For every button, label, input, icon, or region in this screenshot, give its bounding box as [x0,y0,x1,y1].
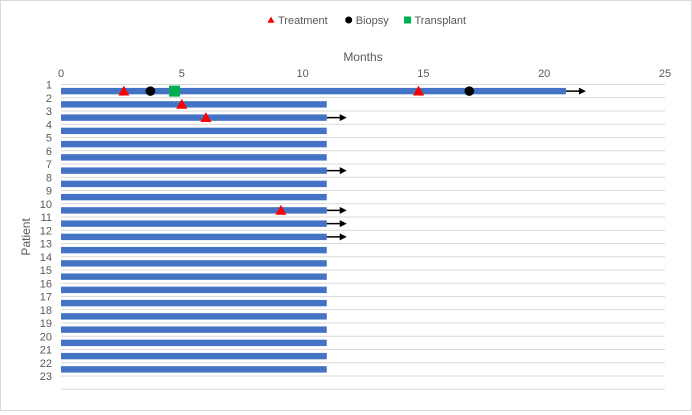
gridlines [61,84,665,390]
transplant-marker [169,85,181,97]
y-tick-label: 11 [41,212,52,224]
ongoing-arrow [326,167,347,175]
x-tick-label: 20 [538,68,550,80]
y-axis-title: Patient [19,218,33,256]
patient-bar [61,101,327,108]
y-tick-label: 1 [46,80,52,92]
ongoing-arrows [326,87,586,241]
patient-bar [61,220,327,227]
y-tick-label: 19 [40,318,52,330]
patient-bar [61,260,327,267]
y-tick-label: 7 [46,159,52,171]
patient-bar [61,140,327,148]
biopsy-marker [464,86,475,96]
treatment-marker [275,204,287,215]
legend-triangle-icon [267,16,275,23]
x-tick-label: 0 [58,68,64,80]
x-axis-title: Months [343,50,382,64]
y-tick-label: 3 [46,106,52,118]
ongoing-arrow [565,87,586,95]
legend: Treatment Biopsy Transplant [267,15,466,27]
patient-bar [61,246,327,254]
biopsy-marker [145,86,156,96]
y-tick-label: 10 [40,199,52,211]
legend-item-biopsy: Biopsy [345,15,389,27]
y-tick-label: 21 [40,345,52,357]
legend-label: Biopsy [356,15,390,27]
y-tick-label: 20 [40,331,52,343]
patient-bar [61,154,327,161]
patient-bar [61,114,327,121]
patient-bar [61,233,327,241]
x-tick-label: 15 [417,68,429,80]
x-tick-label: 25 [659,68,671,80]
y-tick-label: 12 [40,225,52,237]
patient-bar [61,286,327,294]
x-tick-labels: 0 5 10 15 20 25 [58,68,671,80]
ongoing-arrow [326,220,347,228]
y-tick-label: 13 [40,239,52,251]
legend-label: Transplant [415,15,467,27]
legend-square-icon [404,16,411,24]
legend-item-treatment: Treatment [267,15,328,27]
event-markers [118,85,475,215]
y-tick-label: 8 [46,172,52,184]
patient-bar [61,127,327,135]
treatment-marker [176,98,188,109]
patient-bar [61,366,327,373]
y-tick-label: 4 [46,119,52,131]
ongoing-arrow [326,233,347,241]
patient-bar [61,167,327,174]
patient-bar [61,326,327,333]
patient-bar [61,273,327,280]
patient-bar [61,339,327,347]
y-tick-label: 5 [46,133,52,145]
ongoing-arrow [326,114,347,122]
y-tick-label: 18 [40,305,52,317]
patient-bar [61,87,566,95]
legend-item-transplant: Transplant [404,15,466,27]
patient-bar [61,193,327,201]
y-tick-label: 9 [46,186,52,198]
y-tick-label: 6 [46,146,52,158]
patient-bar [61,180,327,188]
treatment-marker [200,112,212,123]
patient-bars [61,87,566,373]
patient-bar [61,313,327,320]
y-tick-label: 2 [46,93,52,105]
y-tick-label: 14 [40,252,52,264]
treatment-marker [413,85,425,96]
y-tick-label: 22 [40,358,52,370]
patient-bar [61,299,327,307]
legend-circle-icon [345,16,353,24]
y-tick-label: 17 [40,292,52,304]
y-tick-label: 16 [40,278,52,290]
treatment-marker [118,85,130,96]
y-tick-label: 15 [40,265,52,277]
legend-label: Treatment [278,15,328,27]
patient-bar [61,207,327,214]
y-tick-label: 23 [40,371,52,383]
x-tick-label: 5 [179,68,185,80]
patient-bar [61,352,327,360]
x-tick-label: 10 [296,68,308,80]
ongoing-arrow [326,206,347,214]
